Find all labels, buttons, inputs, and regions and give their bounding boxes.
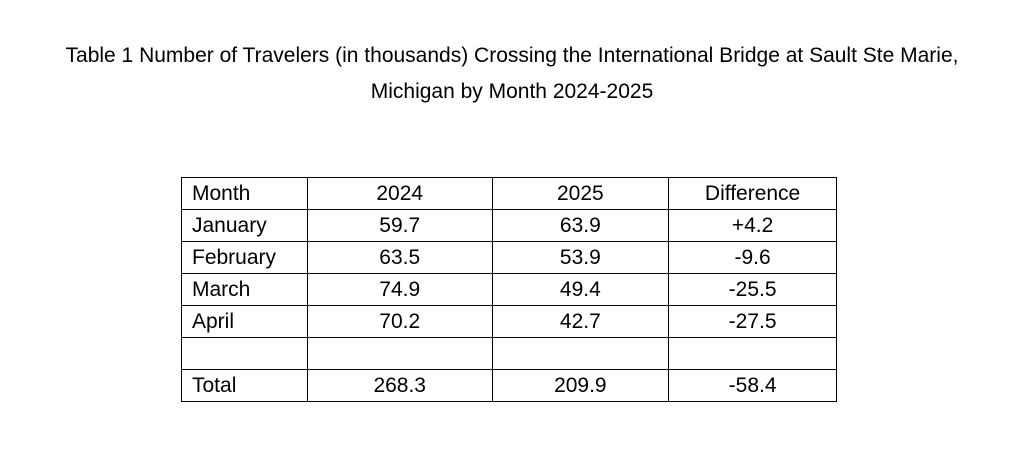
table-cell-difference: -58.4 — [668, 369, 837, 402]
header-cell-difference: Difference — [668, 177, 837, 210]
header-cell-2025: 2025 — [491, 177, 670, 210]
table-cell-month: March — [181, 273, 308, 306]
header-cell-month: Month — [181, 177, 308, 210]
table-cell-month: January — [181, 209, 308, 242]
table-row-empty — [181, 337, 837, 370]
table-row: January 59.7 63.9 +4.2 — [181, 209, 837, 242]
table-row: April 70.2 42.7 -27.5 — [181, 305, 837, 338]
table-cell-2025: 209.9 — [491, 369, 670, 402]
table-header-row: Month 2024 2025 Difference — [181, 177, 837, 210]
table-cell-difference: -9.6 — [668, 241, 837, 274]
table-cell-difference: -25.5 — [668, 273, 837, 306]
table-cell-difference: -27.5 — [668, 305, 837, 338]
table-cell-2025: 49.4 — [491, 273, 670, 306]
table-cell-2025 — [491, 337, 670, 370]
table-caption-line-1: Table 1 Number of Travelers (in thousand… — [65, 44, 959, 67]
table-cell-2024 — [306, 337, 493, 370]
table-cell-2024: 268.3 — [306, 369, 493, 402]
table-cell-difference — [668, 337, 837, 370]
table-row: March 74.9 49.4 -25.5 — [181, 273, 837, 306]
table-cell-2024: 63.5 — [306, 241, 493, 274]
header-cell-2024: 2024 — [306, 177, 493, 210]
table-cell-2025: 42.7 — [491, 305, 670, 338]
table-cell-2024: 70.2 — [306, 305, 493, 338]
table-caption: Table 1 Number of Travelers (in thousand… — [0, 38, 1024, 110]
table-row: February 63.5 53.9 -9.6 — [181, 241, 837, 274]
table-cell-month: April — [181, 305, 308, 338]
table-cell-month: Total — [181, 369, 308, 402]
table-cell-2024: 59.7 — [306, 209, 493, 242]
table-cell-2024: 74.9 — [306, 273, 493, 306]
travelers-table: Month 2024 2025 Difference January 59.7 … — [181, 177, 837, 402]
table-cell-month — [181, 337, 308, 370]
table-total-row: Total 268.3 209.9 -58.4 — [181, 369, 837, 402]
table-caption-line-2: Michigan by Month 2024-2025 — [370, 80, 654, 103]
table-cell-2025: 63.9 — [491, 209, 670, 242]
table-cell-month: February — [181, 241, 308, 274]
table-cell-difference: +4.2 — [668, 209, 837, 242]
table-cell-2025: 53.9 — [491, 241, 670, 274]
